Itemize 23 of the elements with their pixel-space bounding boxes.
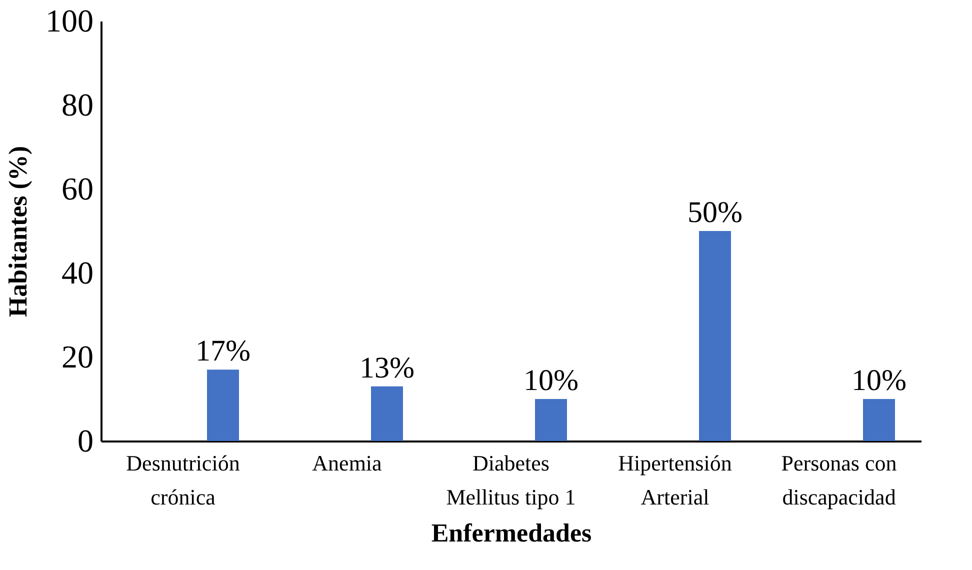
y-tick-label: 0 — [78, 422, 94, 458]
y-tick-label: 100 — [46, 2, 94, 38]
bar — [207, 370, 239, 441]
data-label: 17% — [196, 334, 250, 368]
y-tick-label: 20 — [62, 338, 94, 374]
x-tick-label: Diabetes Mellitus tipo 1 — [446, 450, 576, 510]
y-axis-title: Habitantes (%) — [4, 146, 32, 318]
x-tick-label: Personas con discapacidad — [781, 450, 897, 510]
x-tick-label: Desnutrición crónica — [126, 450, 240, 510]
bar — [535, 399, 567, 441]
data-label: 13% — [360, 351, 414, 384]
x-tick-label: Anemia — [312, 450, 382, 476]
bar — [699, 231, 731, 441]
bar — [863, 399, 895, 441]
y-tick-label: 40 — [62, 254, 94, 290]
data-label: 50% — [688, 196, 742, 229]
x-tick-label: Hipertensión Arterial — [618, 450, 732, 510]
data-label: 10% — [524, 364, 578, 397]
x-axis-title: Enfermedades — [431, 518, 592, 548]
y-tick-label: 60 — [62, 170, 94, 206]
data-label: 10% — [852, 364, 906, 397]
y-tick-label: 80 — [62, 86, 94, 122]
bar — [371, 386, 403, 441]
